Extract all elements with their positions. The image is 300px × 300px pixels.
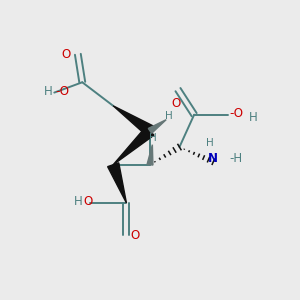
Text: N: N: [208, 152, 218, 165]
Text: O: O: [83, 195, 93, 208]
Text: O: O: [172, 97, 181, 110]
Polygon shape: [148, 120, 166, 133]
Text: -O: -O: [56, 85, 70, 98]
Text: H: H: [249, 111, 257, 124]
Text: -O: -O: [230, 107, 244, 120]
Text: H: H: [149, 133, 157, 143]
Text: O: O: [61, 48, 70, 61]
Text: H: H: [74, 195, 82, 208]
Polygon shape: [113, 127, 154, 165]
Polygon shape: [113, 106, 153, 136]
Text: -H: -H: [230, 152, 243, 165]
Polygon shape: [147, 145, 153, 165]
Polygon shape: [108, 163, 126, 203]
Text: H: H: [165, 111, 173, 121]
Text: H: H: [206, 138, 214, 148]
Text: O: O: [131, 229, 140, 242]
Text: H: H: [44, 85, 53, 98]
